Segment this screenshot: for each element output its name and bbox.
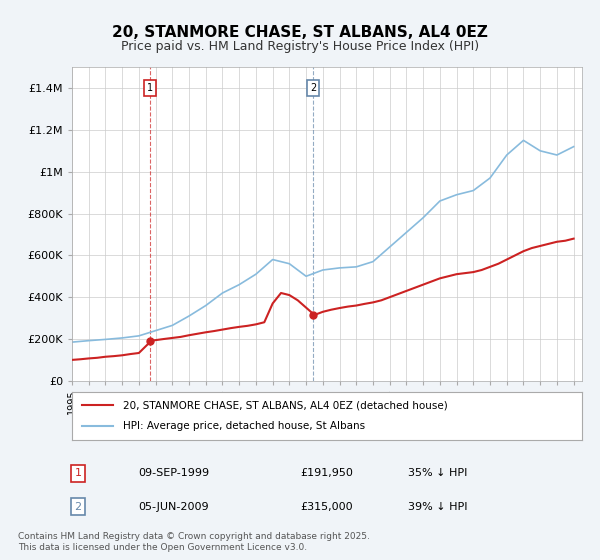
Text: 2: 2 [74, 502, 82, 512]
Text: 09-SEP-1999: 09-SEP-1999 [138, 468, 209, 478]
Text: 20, STANMORE CHASE, ST ALBANS, AL4 0EZ: 20, STANMORE CHASE, ST ALBANS, AL4 0EZ [112, 25, 488, 40]
Text: 05-JUN-2009: 05-JUN-2009 [138, 502, 209, 512]
Text: 2: 2 [310, 83, 316, 93]
Text: HPI: Average price, detached house, St Albans: HPI: Average price, detached house, St A… [123, 421, 365, 431]
Text: £315,000: £315,000 [300, 502, 353, 512]
Text: 1: 1 [148, 83, 154, 93]
Text: 35% ↓ HPI: 35% ↓ HPI [408, 468, 467, 478]
Text: Price paid vs. HM Land Registry's House Price Index (HPI): Price paid vs. HM Land Registry's House … [121, 40, 479, 53]
Text: Contains HM Land Registry data © Crown copyright and database right 2025.
This d: Contains HM Land Registry data © Crown c… [18, 532, 370, 552]
Text: £191,950: £191,950 [300, 468, 353, 478]
Text: 1: 1 [74, 468, 82, 478]
Text: 39% ↓ HPI: 39% ↓ HPI [408, 502, 467, 512]
Text: 20, STANMORE CHASE, ST ALBANS, AL4 0EZ (detached house): 20, STANMORE CHASE, ST ALBANS, AL4 0EZ (… [123, 400, 448, 410]
